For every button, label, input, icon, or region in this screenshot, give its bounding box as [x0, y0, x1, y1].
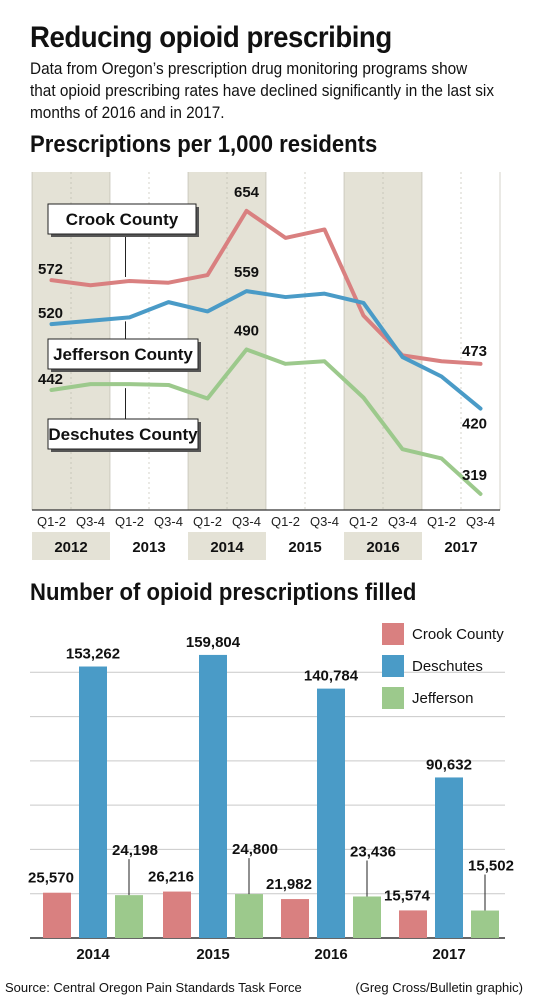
x-tick-label: Q1-2 [115, 514, 144, 529]
bar-value-label: 15,502 [468, 858, 514, 875]
year-label: 2016 [366, 539, 399, 556]
legend-swatch-2 [382, 687, 404, 709]
year-cell-2017 [422, 532, 500, 560]
callout-label: Crook County [66, 210, 179, 229]
category-label: 2015 [196, 946, 229, 963]
x-tick-label: Q1-2 [37, 514, 66, 529]
bar-chart: 25,570 153,262 24,198 2014 26,216 159,804 24,8… [28, 623, 514, 963]
bar-value-label: 24,198 [112, 842, 158, 859]
legend-swatch-1 [382, 655, 404, 677]
line-value-label: 473 [462, 343, 487, 360]
x-tick-label: Q3-4 [310, 514, 339, 529]
year-cell-2012 [32, 532, 110, 560]
bar-value-label: 25,570 [28, 870, 74, 887]
bar-value-label: 90,632 [426, 756, 472, 773]
year-label: 2014 [210, 539, 244, 556]
line-value-label: 654 [234, 184, 260, 201]
bar-value-label: 24,800 [232, 841, 278, 858]
bar-2016-1 [317, 688, 345, 938]
line-chart: Q1-2 Q3-4 Q1-2 Q3-4 Q1-2 Q3-4 Q1-2 Q3-4 Q1-2 Q3-4… [31, 172, 501, 560]
credit-note: (Greg Cross/Bulletin graphic) [355, 980, 523, 995]
bar-2014-1 [79, 666, 107, 938]
bar-value-label: 159,804 [186, 634, 241, 651]
x-tick-label: Q1-2 [193, 514, 222, 529]
x-tick-label: Q3-4 [388, 514, 417, 529]
x-tick-label: Q3-4 [466, 514, 495, 529]
category-label: 2016 [314, 946, 347, 963]
line-series-2 [49, 347, 483, 496]
bar-value-label: 23,436 [350, 843, 396, 860]
line-value-label: 520 [38, 305, 63, 322]
bar-value-label: 26,216 [148, 869, 194, 886]
page-subtitle: Data from Oregon’s prescription drug mon… [30, 60, 495, 122]
bar-2017-2 [471, 910, 499, 938]
bar-2016-0 [281, 899, 309, 938]
year-label: 2012 [54, 539, 87, 556]
bar-2017-1 [435, 777, 463, 938]
year-cell-2014 [188, 532, 266, 560]
bar-2014-2 [115, 895, 143, 938]
callout-label: Jefferson County [53, 345, 193, 364]
line-series-0 [49, 208, 483, 366]
legend-swatch-0 [382, 623, 404, 645]
line-value-label: 490 [234, 322, 259, 339]
callout-box [47, 203, 197, 235]
x-tick-label: Q3-4 [232, 514, 261, 529]
bar-2015-0 [163, 891, 191, 938]
category-label: 2014 [76, 946, 110, 963]
x-tick-label: Q1-2 [271, 514, 300, 529]
bar-2016-2 [353, 896, 381, 938]
bar-value-label: 153,262 [66, 646, 120, 663]
callout-box [47, 418, 199, 450]
legend-label: Crook County [412, 626, 504, 643]
line-series-1 [49, 289, 483, 411]
category-label: 2017 [432, 946, 465, 963]
bar-chart-title: Number of opioid prescriptions filled [30, 579, 417, 606]
line-value-label: 572 [38, 261, 63, 278]
x-tick-label: Q3-4 [154, 514, 183, 529]
x-tick-label: Q1-2 [349, 514, 378, 529]
legend-label: Deschutes [412, 658, 483, 675]
callout-label: Deschutes County [48, 425, 198, 444]
line-value-label: 420 [462, 416, 487, 433]
page-title: Reducing opioid prescribing [30, 21, 392, 54]
bar-2015-2 [235, 894, 263, 938]
line-value-label: 319 [462, 467, 487, 484]
year-cell-2015 [266, 532, 344, 560]
source-note: Source: Central Oregon Pain Standards Ta… [5, 980, 302, 995]
bar-value-label: 21,982 [266, 876, 312, 893]
line-value-label: 442 [38, 371, 63, 388]
callout-box [47, 338, 199, 370]
year-label: 2017 [444, 539, 477, 556]
bar-value-label: 140,784 [304, 668, 359, 685]
bar-2014-0 [43, 892, 71, 938]
bar-2017-0 [399, 910, 427, 938]
line-value-label: 559 [234, 264, 259, 281]
bar-value-label: 15,574 [384, 887, 431, 904]
year-cell-2013 [110, 532, 188, 560]
x-tick-label: Q3-4 [76, 514, 105, 529]
year-label: 2015 [288, 539, 321, 556]
bar-2015-1 [199, 654, 227, 938]
year-cell-2016 [344, 532, 422, 560]
legend-label: Jefferson [412, 690, 473, 707]
x-tick-label: Q1-2 [427, 514, 456, 529]
line-chart-title: Prescriptions per 1,000 residents [30, 131, 378, 158]
year-label: 2013 [132, 539, 165, 556]
